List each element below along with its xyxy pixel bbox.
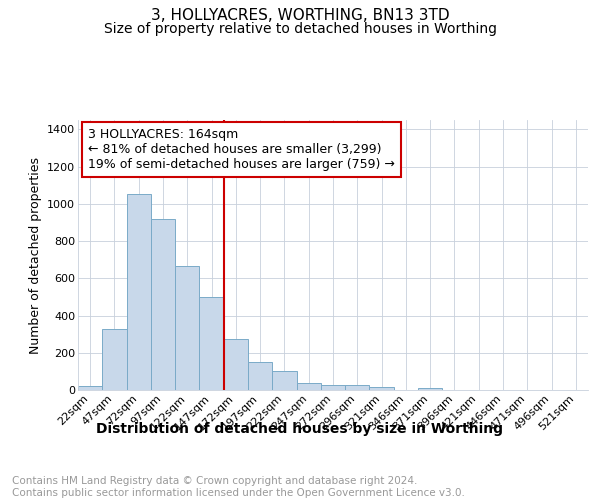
Bar — [78, 386, 102, 390]
Bar — [418, 388, 442, 390]
Bar — [248, 362, 272, 390]
Bar — [127, 194, 151, 390]
Bar — [296, 384, 321, 390]
Bar — [199, 297, 224, 390]
Bar — [102, 328, 127, 390]
Text: 3 HOLLYACRES: 164sqm
← 81% of detached houses are smaller (3,299)
19% of semi-de: 3 HOLLYACRES: 164sqm ← 81% of detached h… — [88, 128, 395, 171]
Bar — [151, 218, 175, 390]
Bar — [321, 386, 345, 390]
Bar — [272, 372, 296, 390]
Bar — [345, 386, 370, 390]
Text: Distribution of detached houses by size in Worthing: Distribution of detached houses by size … — [97, 422, 503, 436]
Bar — [175, 266, 199, 390]
Bar — [370, 387, 394, 390]
Text: 3, HOLLYACRES, WORTHING, BN13 3TD: 3, HOLLYACRES, WORTHING, BN13 3TD — [151, 8, 449, 22]
Text: Size of property relative to detached houses in Worthing: Size of property relative to detached ho… — [104, 22, 497, 36]
Text: Contains HM Land Registry data © Crown copyright and database right 2024.
Contai: Contains HM Land Registry data © Crown c… — [12, 476, 465, 498]
Bar — [224, 339, 248, 390]
Y-axis label: Number of detached properties: Number of detached properties — [29, 156, 41, 354]
